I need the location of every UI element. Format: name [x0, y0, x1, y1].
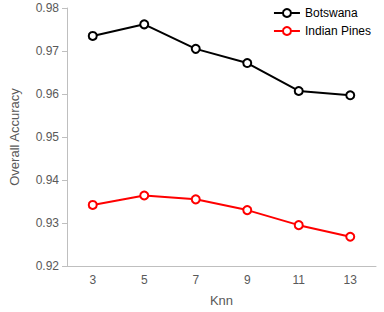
- svg-text:7: 7: [192, 273, 199, 287]
- svg-text:Indian Pines: Indian Pines: [305, 24, 371, 38]
- svg-text:0.93: 0.93: [36, 216, 60, 230]
- svg-text:0.98: 0.98: [36, 1, 60, 15]
- svg-text:0.94: 0.94: [36, 173, 60, 187]
- svg-text:13: 13: [344, 273, 358, 287]
- svg-text:0.92: 0.92: [36, 259, 60, 273]
- svg-text:0.95: 0.95: [36, 130, 60, 144]
- svg-text:5: 5: [141, 273, 148, 287]
- svg-text:Overall Accuracy: Overall Accuracy: [7, 88, 22, 186]
- svg-text:11: 11: [293, 273, 306, 287]
- svg-text:0.97: 0.97: [36, 44, 60, 58]
- svg-text:0.96: 0.96: [36, 87, 60, 101]
- svg-text:Botswana: Botswana: [305, 6, 358, 20]
- svg-text:9: 9: [244, 273, 251, 287]
- svg-text:3: 3: [89, 273, 96, 287]
- svg-text:Knn: Knn: [210, 293, 233, 308]
